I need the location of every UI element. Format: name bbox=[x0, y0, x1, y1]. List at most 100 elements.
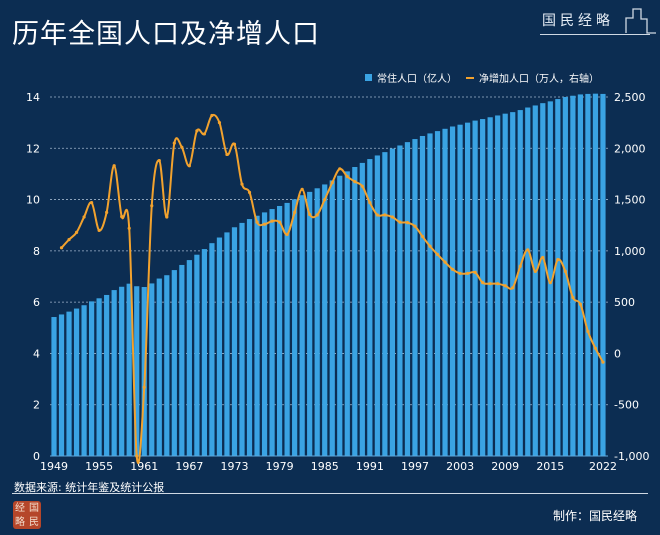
x-tick-label: 2015 bbox=[536, 460, 564, 473]
population-bar bbox=[570, 95, 576, 456]
population-bar bbox=[246, 219, 253, 456]
population-bar bbox=[382, 152, 388, 456]
net-increase-point bbox=[202, 132, 206, 136]
y-left-tick-label: 12 bbox=[26, 142, 40, 155]
population-bar bbox=[404, 142, 411, 457]
population-bar bbox=[419, 135, 426, 456]
x-tick-label: 1997 bbox=[401, 460, 429, 473]
population-bar bbox=[134, 286, 140, 456]
population-bar bbox=[487, 117, 493, 456]
population-bar bbox=[164, 275, 170, 456]
net-increase-point bbox=[300, 187, 304, 191]
population-bar bbox=[352, 167, 358, 456]
net-increase-point bbox=[82, 215, 86, 219]
population-bar bbox=[547, 101, 553, 456]
y-right-tick-label: 1,000 bbox=[614, 245, 646, 258]
net-increase-point bbox=[496, 282, 500, 286]
net-increase-point bbox=[435, 252, 440, 257]
population-bar bbox=[442, 128, 448, 456]
net-increase-point bbox=[172, 141, 176, 145]
x-tick-label: 1979 bbox=[266, 460, 294, 473]
y-left-tick-label: 4 bbox=[33, 347, 40, 360]
population-bar bbox=[359, 162, 365, 456]
population-bar bbox=[434, 131, 441, 457]
population-bar bbox=[194, 254, 200, 456]
net-increase-point bbox=[240, 182, 244, 186]
net-increase-point bbox=[511, 286, 515, 290]
x-tick-label: 2022 bbox=[589, 460, 617, 473]
population-bar bbox=[216, 237, 223, 456]
data-source: 数据来源: 统计年鉴及统计公报 bbox=[14, 481, 165, 494]
x-tick-label: 1961 bbox=[130, 460, 158, 473]
population-bar bbox=[104, 294, 110, 456]
population-bar bbox=[73, 308, 80, 456]
population-bar bbox=[292, 199, 298, 456]
legend-line-label: 净增加人口（万人，右轴） bbox=[479, 74, 599, 85]
y-right-tick-label: -1,000 bbox=[614, 450, 649, 463]
seal-char: 国 bbox=[29, 503, 39, 514]
net-increase-point bbox=[217, 121, 222, 125]
population-bar bbox=[51, 317, 57, 456]
x-tick-label: 1991 bbox=[356, 460, 384, 473]
seal-char: 民 bbox=[29, 516, 39, 528]
population-bar bbox=[231, 227, 238, 456]
population-bar bbox=[389, 148, 395, 456]
net-increase-point bbox=[112, 164, 116, 168]
population-bar bbox=[555, 99, 561, 457]
net-increase-point bbox=[195, 129, 199, 133]
seal-logo: 经 国 略 民 bbox=[13, 501, 41, 529]
x-tick-label: 1985 bbox=[311, 460, 339, 473]
population-bar bbox=[209, 243, 215, 456]
net-increase-point bbox=[187, 164, 191, 168]
net-increase-point bbox=[488, 282, 492, 286]
population-bar bbox=[126, 283, 132, 456]
population-bar bbox=[201, 249, 207, 456]
page-title: 历年全国人口及净增人口 bbox=[12, 19, 320, 50]
net-increase-point bbox=[293, 210, 297, 214]
net-increase-point bbox=[428, 244, 432, 248]
net-increase-point bbox=[180, 145, 184, 149]
net-increase-point bbox=[503, 284, 507, 288]
population-bar bbox=[397, 145, 403, 456]
net-increase-point bbox=[360, 184, 364, 188]
population-bar bbox=[525, 107, 531, 456]
population-bar bbox=[600, 93, 606, 457]
net-increase-point bbox=[473, 270, 477, 274]
population-bar bbox=[186, 260, 192, 456]
net-increase-point bbox=[165, 215, 169, 219]
population-bar bbox=[89, 301, 95, 456]
legend-bar-swatch bbox=[365, 74, 372, 81]
net-increase-point bbox=[262, 222, 267, 226]
net-increase-point bbox=[593, 346, 598, 350]
x-tick-label: 1967 bbox=[175, 460, 203, 473]
net-increase-point bbox=[368, 201, 372, 205]
population-bar bbox=[540, 103, 546, 456]
net-increase-point bbox=[90, 201, 94, 205]
y-left-tick-label: 10 bbox=[26, 194, 40, 207]
net-increase-point bbox=[105, 210, 109, 214]
population-bar bbox=[412, 139, 418, 456]
net-increase-point bbox=[345, 174, 349, 179]
population-bar bbox=[269, 209, 275, 456]
net-increase-point bbox=[541, 255, 545, 260]
brand-name: 国民经略 bbox=[542, 13, 614, 29]
net-increase-point bbox=[247, 190, 252, 194]
net-increase-point bbox=[405, 221, 410, 225]
population-bar bbox=[119, 286, 125, 456]
population-bar bbox=[239, 222, 245, 456]
net-increase-point bbox=[398, 220, 402, 224]
legend-line-swatch bbox=[466, 76, 474, 79]
net-increase-point bbox=[586, 329, 590, 333]
y-left-tick-label: 8 bbox=[33, 245, 40, 258]
x-tick-label: 2009 bbox=[491, 460, 519, 473]
net-increase-point bbox=[458, 271, 462, 276]
chart-legend: 常住人口（亿人） 净增加人口（万人，右轴） bbox=[365, 70, 599, 85]
net-increase-point bbox=[150, 204, 154, 208]
net-increase-point bbox=[578, 302, 583, 306]
net-increase-point bbox=[67, 237, 71, 242]
population-bar bbox=[277, 205, 283, 456]
seal-char: 略 bbox=[15, 516, 25, 528]
y-left-tick-label: 6 bbox=[33, 296, 40, 309]
population-bar bbox=[374, 155, 380, 457]
population-bar bbox=[96, 298, 102, 456]
